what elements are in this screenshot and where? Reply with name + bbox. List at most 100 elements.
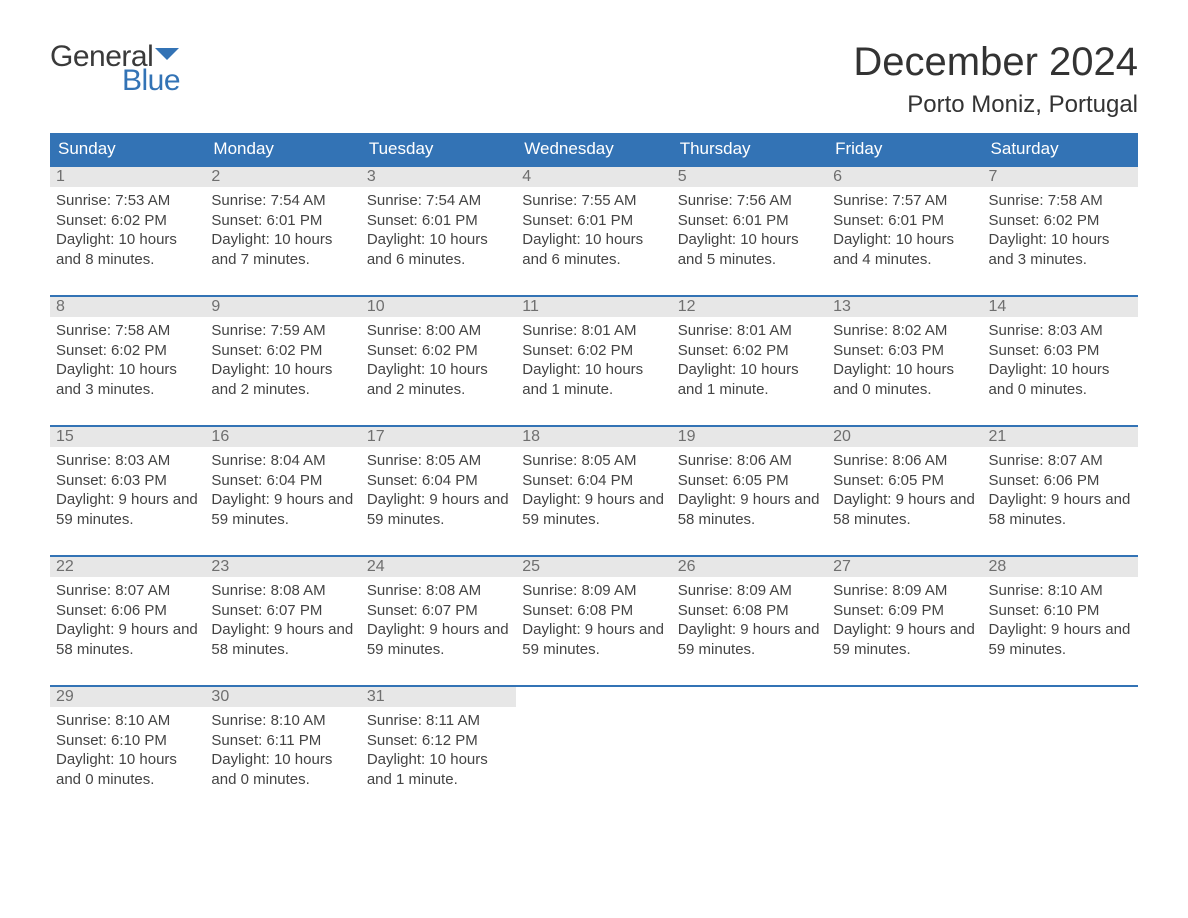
sunrise-text: Sunrise: 8:01 AM [522,321,665,341]
calendar-day-cell: 18Sunrise: 8:05 AMSunset: 6:04 PMDayligh… [516,426,671,556]
calendar-day-cell: 6Sunrise: 7:57 AMSunset: 6:01 PMDaylight… [827,166,982,296]
daylight-text: Daylight: 10 hours and 1 minute. [678,360,821,399]
sunset-text: Sunset: 6:04 PM [367,471,510,491]
daylight-text: Daylight: 9 hours and 59 minutes. [522,620,665,659]
calendar-day-cell: 5Sunrise: 7:56 AMSunset: 6:01 PMDaylight… [672,166,827,296]
daylight-text: Daylight: 9 hours and 59 minutes. [56,490,199,529]
day-details: Sunrise: 8:03 AMSunset: 6:03 PMDaylight:… [50,447,205,555]
sunrise-text: Sunrise: 8:10 AM [211,711,354,731]
day-details: Sunrise: 8:05 AMSunset: 6:04 PMDaylight:… [361,447,516,555]
calendar-day-cell: 30 Sunrise: 8:10 AMSunset: 6:11 PMDayligh… [205,686,360,815]
day-details: Sunrise: 8:08 AMSunset: 6:07 PMDaylight:… [361,577,516,685]
day-number: 3 [361,167,516,187]
calendar-day-cell: 29Sunrise: 8:10 AMSunset: 6:10 PMDayligh… [50,686,205,815]
calendar-day-cell: 8Sunrise: 7:58 AMSunset: 6:02 PMDaylight… [50,296,205,426]
day-number: 11 [516,297,671,317]
sunrise-text: Sunrise: 7:59 AM [211,321,354,341]
day-number: 22 [50,557,205,577]
calendar-day-cell: 16Sunrise: 8:04 AMSunset: 6:04 PMDayligh… [205,426,360,556]
sunrise-text: Sunrise: 8:05 AM [367,451,510,471]
day-number: 25 [516,557,671,577]
day-details: Sunrise: 8:01 AMSunset: 6:02 PMDaylight:… [516,317,671,425]
calendar-day-cell: 13Sunrise: 8:02 AMSunset: 6:03 PMDayligh… [827,296,982,426]
day-number: 30 [205,687,360,707]
calendar-day-cell: 14Sunrise: 8:03 AMSunset: 6:03 PMDayligh… [983,296,1138,426]
sunset-text: Sunset: 6:02 PM [522,341,665,361]
daylight-text: Daylight: 9 hours and 59 minutes. [367,620,510,659]
weekday-header: Monday [205,133,360,166]
day-details: Sunrise: 7:58 AMSunset: 6:02 PMDaylight:… [983,187,1138,295]
sunrise-text: Sunrise: 8:07 AM [989,451,1132,471]
daylight-text: Daylight: 10 hours and 0 minutes. [211,750,354,789]
sunset-text: Sunset: 6:04 PM [211,471,354,491]
sunset-text: Sunset: 6:08 PM [522,601,665,621]
sunset-text: Sunset: 6:02 PM [56,211,199,231]
day-number: 26 [672,557,827,577]
weekday-header: Thursday [672,133,827,166]
calendar-day-cell: 12Sunrise: 8:01 AMSunset: 6:02 PMDayligh… [672,296,827,426]
sunset-text: Sunset: 6:10 PM [989,601,1132,621]
daylight-text: Daylight: 10 hours and 4 minutes. [833,230,976,269]
day-details: Sunrise: 8:02 AMSunset: 6:03 PMDaylight:… [827,317,982,425]
day-details: Sunrise: 8:07 AMSunset: 6:06 PMDaylight:… [983,447,1138,555]
day-number: 2 [205,167,360,187]
day-number: 21 [983,427,1138,447]
day-number: 23 [205,557,360,577]
calendar-day-cell: 20Sunrise: 8:06 AMSunset: 6:05 PMDayligh… [827,426,982,556]
sunset-text: Sunset: 6:01 PM [833,211,976,231]
day-details: Sunrise: 7:54 AMSunset: 6:01 PMDaylight:… [361,187,516,295]
sunrise-text: Sunrise: 7:53 AM [56,191,199,211]
sunset-text: Sunset: 6:04 PM [522,471,665,491]
daylight-text: Daylight: 10 hours and 5 minutes. [678,230,821,269]
sunset-text: Sunset: 6:01 PM [211,211,354,231]
daylight-text: Daylight: 9 hours and 59 minutes. [989,620,1132,659]
daylight-text: Daylight: 9 hours and 58 minutes. [833,490,976,529]
sunset-text: Sunset: 6:02 PM [678,341,821,361]
day-details: Sunrise: 8:01 AMSunset: 6:02 PMDaylight:… [672,317,827,425]
daylight-text: Daylight: 10 hours and 6 minutes. [522,230,665,269]
day-number: 9 [205,297,360,317]
calendar-day-cell: 27Sunrise: 8:09 AMSunset: 6:09 PMDayligh… [827,556,982,686]
sunrise-text: Sunrise: 8:09 AM [833,581,976,601]
calendar-week-row: 8Sunrise: 7:58 AMSunset: 6:02 PMDaylight… [50,296,1138,426]
day-details: Sunrise: 7:57 AMSunset: 6:01 PMDaylight:… [827,187,982,295]
sunset-text: Sunset: 6:12 PM [367,731,510,751]
daylight-text: Daylight: 10 hours and 0 minutes. [833,360,976,399]
day-number: 12 [672,297,827,317]
daylight-text: Daylight: 10 hours and 1 minute. [522,360,665,399]
daylight-text: Daylight: 9 hours and 58 minutes. [989,490,1132,529]
day-number: 8 [50,297,205,317]
sunrise-text: Sunrise: 8:05 AM [522,451,665,471]
weekday-header: Friday [827,133,982,166]
day-number: 20 [827,427,982,447]
sunrise-text: Sunrise: 8:03 AM [56,451,199,471]
day-number: 16 [205,427,360,447]
day-details: Sunrise: 7:55 AMSunset: 6:01 PMDaylight:… [516,187,671,295]
day-details: Sunrise: 8:11 AMSunset: 6:12 PMDaylight:… [361,707,516,815]
month-title: December 2024 [853,40,1138,85]
day-number: 27 [827,557,982,577]
calendar-week-row: 22 Sunrise: 8:07 AMSunset: 6:06 PM Dayligh… [50,556,1138,686]
sunset-text: Sunset: 6:11 PM [211,731,354,751]
sunrise-text: Sunrise: 8:01 AM [678,321,821,341]
sunrise-text: Sunrise: 7:54 AM [211,191,354,211]
day-details: Sunrise: 7:56 AMSunset: 6:01 PMDaylight:… [672,187,827,295]
sunrise-text: Sunrise: 8:10 AM [56,711,199,731]
day-number: 29 [50,687,205,707]
day-details: Sunrise: 8:03 AMSunset: 6:03 PMDaylight:… [983,317,1138,425]
sunset-text: Sunset: 6:03 PM [56,471,199,491]
day-number: 5 [672,167,827,187]
calendar-day-cell: 15Sunrise: 8:03 AMSunset: 6:03 PMDayligh… [50,426,205,556]
calendar-day-cell: 17Sunrise: 8:05 AMSunset: 6:04 PMDayligh… [361,426,516,556]
weekday-header: Sunday [50,133,205,166]
sunset-text: Sunset: 6:03 PM [989,341,1132,361]
day-details: Sunrise: 8:08 AMSunset: 6:07 PMDaylight:… [205,577,360,685]
calendar-day-cell: . [983,686,1138,815]
calendar-week-row: 1Sunrise: 7:53 AMSunset: 6:02 PMDaylight… [50,166,1138,296]
day-details: Sunrise: 7:58 AMSunset: 6:02 PMDaylight:… [50,317,205,425]
sunset-text: Sunset: 6:03 PM [833,341,976,361]
sunrise-text: Sunrise: 8:07 AM [56,581,199,601]
sunset-text: Sunset: 6:02 PM [211,341,354,361]
sunset-text: Sunset: 6:06 PM [56,601,199,621]
weekday-header-row: Sunday Monday Tuesday Wednesday Thursday… [50,133,1138,166]
